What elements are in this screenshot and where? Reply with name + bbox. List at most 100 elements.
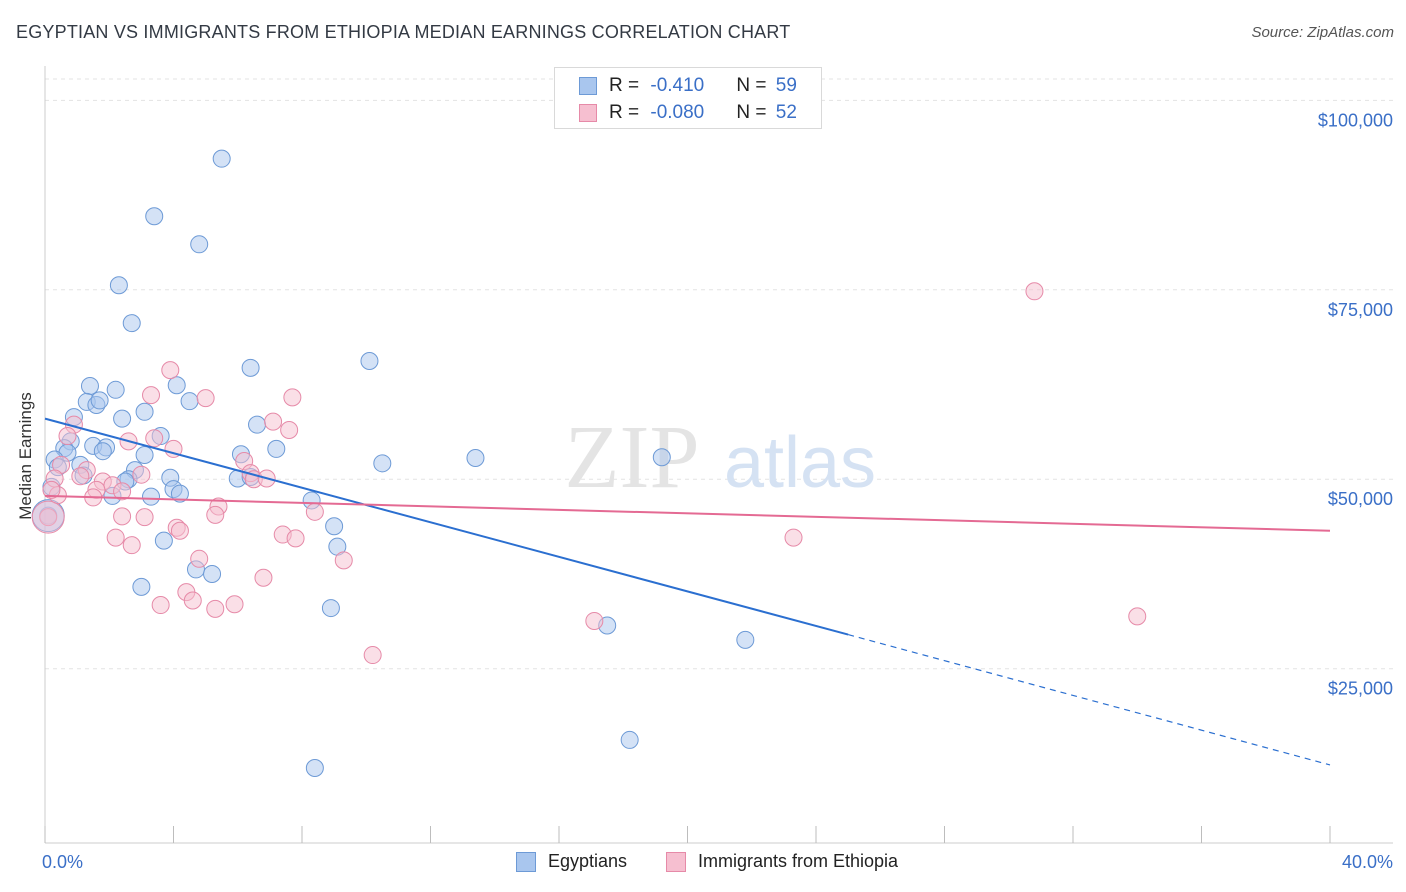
egyptians-point <box>145 207 164 226</box>
legend-n-label: N = <box>736 102 772 123</box>
ethiopia-point <box>161 361 180 380</box>
ethiopia-point <box>264 412 283 431</box>
ethiopia-trend-line <box>44 494 1331 532</box>
egyptians-point <box>373 454 392 473</box>
egyptians-point <box>267 439 286 458</box>
ethiopia-point <box>164 439 183 458</box>
y-axis-label: Median Earnings <box>16 392 35 520</box>
egyptians-point <box>305 758 324 777</box>
egyptians-point <box>93 442 112 461</box>
egyptians-point <box>132 577 151 596</box>
ethiopia-point <box>280 420 299 439</box>
ethiopia-point <box>225 595 244 614</box>
legend-row-egyptians: R = -0.410 N = 59 <box>579 74 797 98</box>
ethiopia-point-large <box>31 500 65 534</box>
ethiopia-point <box>305 502 324 521</box>
watermark-atlas: atlas <box>724 423 876 503</box>
watermark-zip: ZIP <box>565 408 700 507</box>
source-label: Source: ZipAtlas.com <box>1251 24 1394 41</box>
legend-n-value: 52 <box>775 102 797 123</box>
ethiopia-point <box>196 389 215 408</box>
legend-label-ethiopia: Immigrants from Ethiopia <box>698 851 899 871</box>
ethiopia-point <box>283 388 302 407</box>
egyptians-trend-line <box>44 417 849 636</box>
ethiopia-point <box>42 480 61 499</box>
legend-swatch-ethiopia <box>579 104 597 122</box>
ethiopia-point <box>183 591 202 610</box>
egyptians-point <box>203 564 222 583</box>
ethiopia-point <box>254 568 273 587</box>
egyptians-trend-extension <box>847 634 1331 766</box>
legend-swatch-ethiopia <box>666 851 686 872</box>
egyptians-point <box>736 630 755 649</box>
egyptians-point <box>135 445 154 464</box>
egyptians-point <box>620 730 639 749</box>
ethiopia-point <box>286 529 305 548</box>
egyptians-point <box>154 531 173 550</box>
ethiopia-point <box>142 386 161 405</box>
ethiopia-point <box>132 465 151 484</box>
ethiopia-point <box>113 482 132 501</box>
egyptians-point <box>212 149 231 168</box>
egyptians-point <box>325 517 344 536</box>
y-tick-label: $75,000 <box>1328 300 1393 320</box>
egyptians-point <box>241 358 260 377</box>
axes <box>44 66 1393 844</box>
legend-swatch-egyptians <box>516 851 536 872</box>
ethiopia-point <box>39 508 58 527</box>
ethiopia-point <box>206 505 225 524</box>
ethiopia-point <box>334 551 353 570</box>
egyptians-point <box>142 487 161 506</box>
y-tick-label: $50,000 <box>1328 489 1393 509</box>
egyptians-point <box>122 314 141 333</box>
egyptians-point <box>321 599 340 618</box>
egyptians-point <box>90 391 109 410</box>
ethiopia-point <box>170 521 189 540</box>
ethiopia-point <box>58 427 77 446</box>
ethiopia-point <box>145 429 164 448</box>
egyptians-point <box>466 449 485 468</box>
ethiopia-point <box>71 467 90 486</box>
y-tick-label: $25,000 <box>1328 679 1393 699</box>
egyptians-point <box>80 377 99 396</box>
ethiopia-point <box>190 549 209 568</box>
egyptians-point <box>167 376 186 395</box>
egyptians-point <box>135 402 154 421</box>
egyptians-point <box>360 352 379 371</box>
x-axis-max-label: 40.0% <box>1341 852 1393 872</box>
legend-r-label: R = <box>609 75 645 96</box>
egyptians-point <box>190 235 209 254</box>
legend-label-egyptians: Egyptians <box>548 851 628 871</box>
chart-title: EGYPTIAN VS IMMIGRANTS FROM ETHIOPIA MED… <box>16 22 791 42</box>
ethiopia-point <box>1025 282 1044 301</box>
trend-lines <box>44 417 1331 766</box>
legend-item-egyptians: Egyptians <box>516 851 627 872</box>
egyptians-point <box>109 276 128 295</box>
series-legend: Egyptians Immigrants from Ethiopia <box>0 851 1406 877</box>
legend-r-value: -0.080 <box>650 102 705 123</box>
legend-item-ethiopia: Immigrants from Ethiopia <box>666 851 898 872</box>
egyptians-point <box>248 415 267 434</box>
legend-row-ethiopia: R = -0.080 N = 52 <box>579 101 797 125</box>
egyptians-point <box>106 380 125 399</box>
legend-swatch-egyptians <box>579 77 597 95</box>
ethiopia-point <box>784 528 803 547</box>
legend-r-value: -0.410 <box>650 75 705 96</box>
legend-n-value: 59 <box>775 75 797 96</box>
egyptians-point <box>652 448 671 467</box>
ethiopia-point <box>1128 607 1147 626</box>
x-axis-min-label: 0.0% <box>42 852 84 872</box>
ethiopia-point <box>363 646 382 665</box>
ethiopia-point <box>135 508 154 527</box>
y-tick-label: $100,000 <box>1318 110 1393 130</box>
y-tick-labels: $25,000 $50,000 $75,000 $100,000 <box>1318 110 1393 698</box>
ethiopia-point <box>113 507 132 526</box>
ethiopia-point <box>122 536 141 555</box>
series-ethiopia <box>31 282 1147 665</box>
legend-r-label: R = <box>609 102 645 123</box>
ethiopia-point <box>585 611 604 630</box>
correlation-legend: R = -0.410 N = 59 R = -0.080 N = 52 <box>554 67 822 129</box>
ethiopia-point <box>106 528 125 547</box>
ethiopia-point <box>151 596 170 615</box>
